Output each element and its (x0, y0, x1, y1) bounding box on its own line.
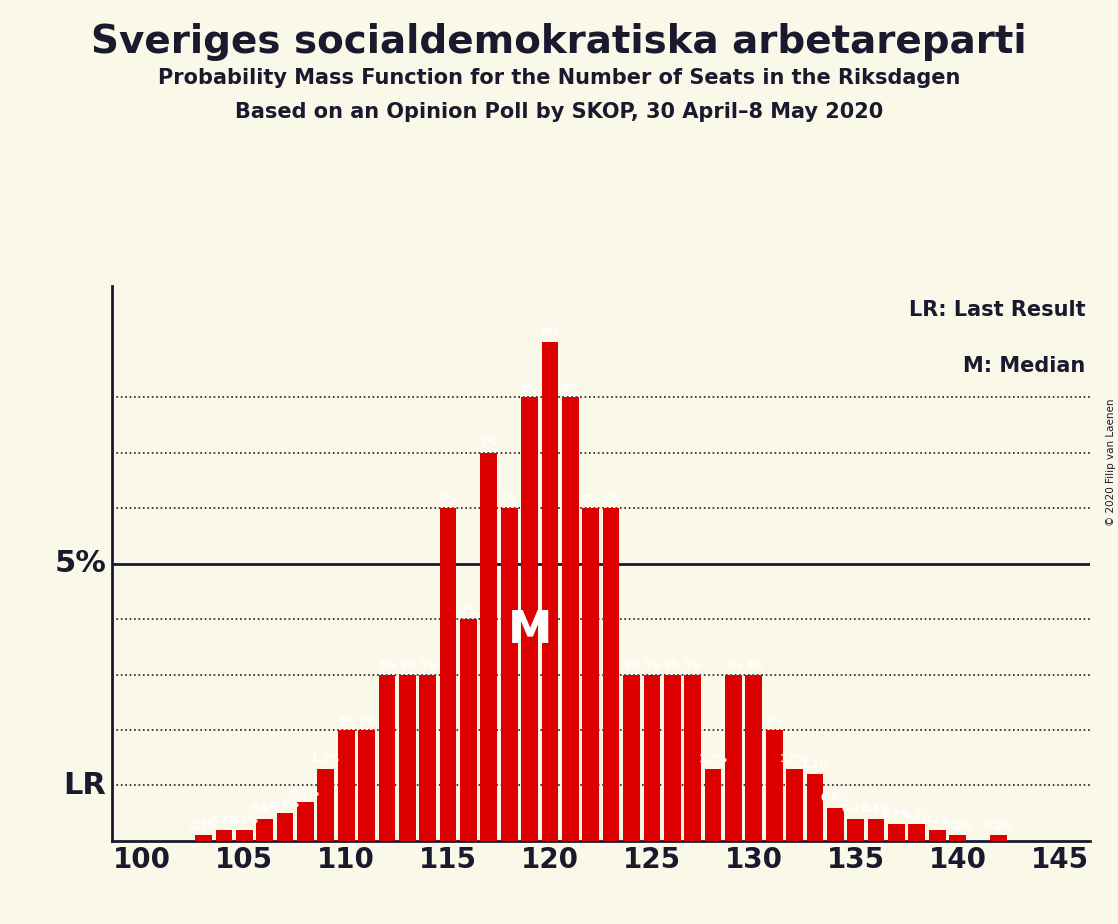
Bar (338, 730, 354, 841)
Bar (746, 675, 762, 841)
Text: 1.2%: 1.2% (800, 760, 830, 770)
Bar (664, 675, 681, 841)
Bar (481, 453, 498, 841)
Text: 1.3%: 1.3% (699, 754, 728, 764)
Text: 0.7%: 0.7% (291, 787, 320, 797)
Bar (644, 675, 661, 841)
Text: © 2020 Filip van Laenen: © 2020 Filip van Laenen (1106, 398, 1116, 526)
Bar (704, 769, 721, 841)
Bar (439, 508, 456, 841)
Bar (236, 830, 253, 841)
Bar (358, 730, 375, 841)
Text: 6%: 6% (603, 493, 620, 504)
Text: 2%: 2% (766, 715, 783, 725)
Bar (929, 830, 946, 841)
Text: 0.5%: 0.5% (271, 798, 300, 808)
Text: 7%: 7% (480, 438, 498, 448)
Text: 8%: 8% (521, 383, 539, 393)
Bar (949, 835, 966, 841)
Text: 0.2%: 0.2% (230, 815, 258, 825)
Text: 0.4%: 0.4% (862, 804, 891, 814)
Text: 5%: 5% (55, 549, 106, 578)
Text: M: M (508, 609, 552, 651)
Text: 0.4%: 0.4% (841, 804, 870, 814)
Text: 0.6%: 0.6% (821, 793, 850, 803)
Text: 0.1%: 0.1% (189, 821, 218, 831)
Text: 3%: 3% (623, 660, 641, 670)
Bar (256, 819, 273, 841)
Bar (521, 397, 538, 841)
Text: 0.1%: 0.1% (984, 821, 1013, 831)
Text: LR: Last Result: LR: Last Result (909, 300, 1086, 321)
Bar (318, 769, 334, 841)
Text: 2%: 2% (338, 715, 356, 725)
Bar (684, 675, 701, 841)
Text: 3%: 3% (643, 660, 661, 670)
Bar (766, 730, 783, 841)
Text: Sveriges socialdemokratiska arbetareparti: Sveriges socialdemokratiska arbetarepart… (92, 23, 1026, 61)
Bar (461, 619, 476, 841)
Text: 0.2%: 0.2% (209, 815, 238, 825)
Bar (399, 675, 416, 841)
Bar (726, 675, 741, 841)
Bar (379, 675, 396, 841)
Bar (806, 774, 823, 841)
Bar (909, 824, 926, 841)
Text: 3%: 3% (684, 660, 701, 670)
Text: 1.3%: 1.3% (780, 754, 809, 764)
Bar (989, 835, 1006, 841)
Text: LR: LR (64, 771, 106, 800)
Bar (541, 342, 558, 841)
Text: M: Median: M: Median (963, 356, 1086, 376)
Text: 9%: 9% (541, 327, 559, 337)
Text: 3%: 3% (398, 660, 416, 670)
Bar (216, 830, 233, 841)
Text: 3%: 3% (663, 660, 681, 670)
Text: 3%: 3% (378, 660, 396, 670)
Bar (888, 824, 904, 841)
Text: 0.1%: 0.1% (944, 821, 972, 831)
Text: 2%: 2% (358, 715, 376, 725)
Bar (562, 397, 579, 841)
Text: 8%: 8% (561, 383, 579, 393)
Text: 3%: 3% (745, 660, 762, 670)
Bar (419, 675, 436, 841)
Text: 1.3%: 1.3% (311, 754, 340, 764)
Text: 3%: 3% (419, 660, 436, 670)
Text: Probability Mass Function for the Number of Seats in the Riksdagen: Probability Mass Function for the Number… (158, 68, 960, 89)
Text: 6%: 6% (439, 493, 457, 504)
Text: 6%: 6% (501, 493, 518, 504)
Text: 4%: 4% (459, 604, 477, 614)
Bar (276, 813, 293, 841)
Bar (582, 508, 599, 841)
Bar (868, 819, 884, 841)
Text: 0.3%: 0.3% (902, 809, 931, 820)
Bar (297, 802, 314, 841)
Bar (501, 508, 518, 841)
Text: 6%: 6% (581, 493, 599, 504)
Text: Based on an Opinion Poll by SKOP, 30 April–8 May 2020: Based on an Opinion Poll by SKOP, 30 Apr… (235, 102, 883, 122)
Text: 0.4%: 0.4% (250, 804, 280, 814)
Bar (623, 675, 639, 841)
Text: 0.3%: 0.3% (882, 809, 911, 820)
Bar (786, 769, 803, 841)
Bar (847, 819, 864, 841)
Bar (827, 808, 844, 841)
Text: 0.2%: 0.2% (922, 815, 951, 825)
Bar (603, 508, 619, 841)
Text: 3%: 3% (724, 660, 742, 670)
Bar (196, 835, 212, 841)
